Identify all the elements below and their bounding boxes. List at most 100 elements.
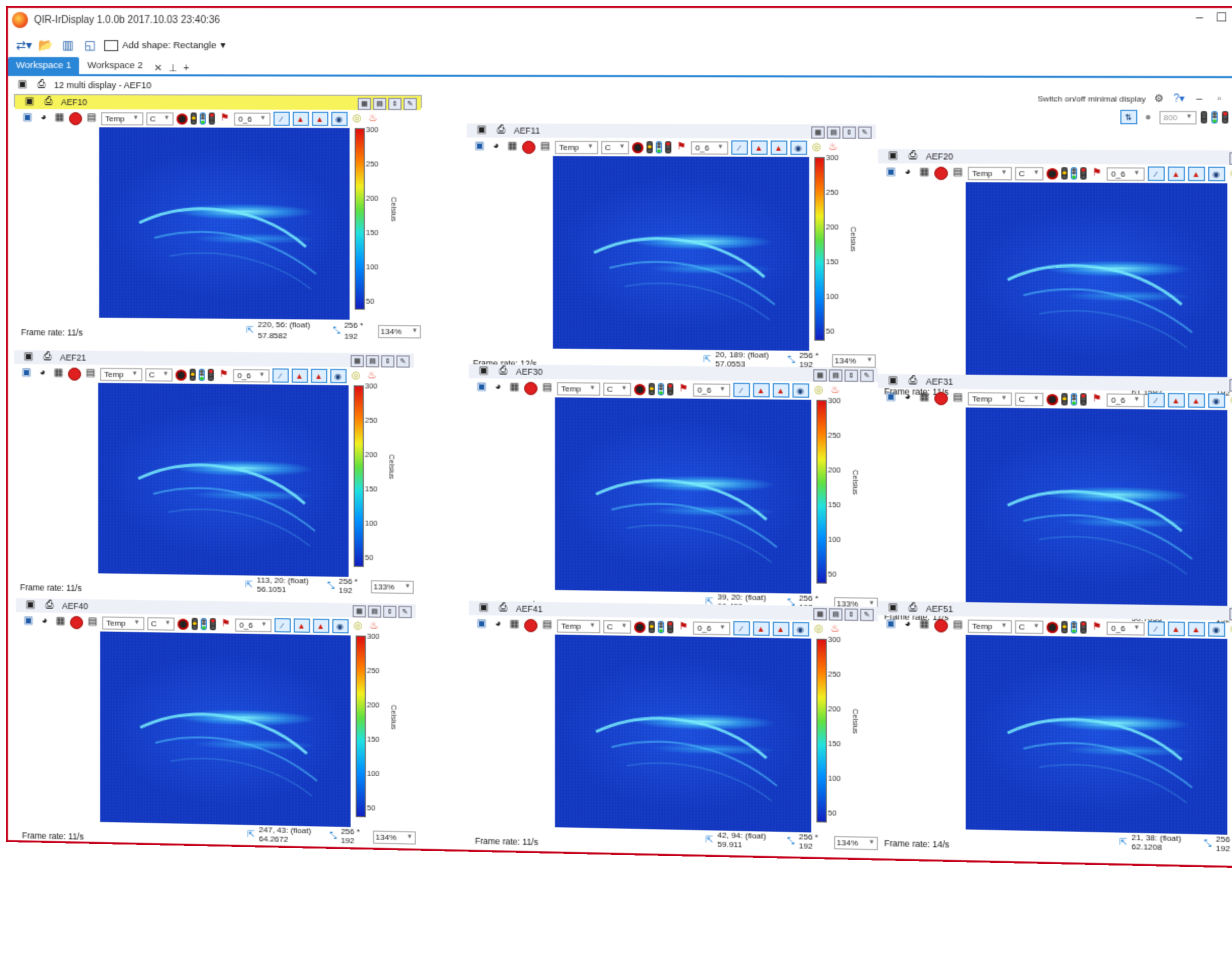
traffic-light-yellow-icon[interactable] [1062,167,1068,179]
traffic-light-yellow-icon[interactable] [1062,393,1068,405]
stop-button[interactable] [634,621,645,632]
scale-button[interactable]: ⁄ [272,368,288,382]
traffic-light-red-icon[interactable] [208,369,214,381]
flag-icon[interactable]: ⚑ [217,368,230,381]
traffic-light-green-icon[interactable] [201,618,207,630]
grid-icon[interactable]: ▦ [52,367,65,380]
traffic-light-green-icon[interactable] [658,383,664,395]
tab-workspace-1[interactable]: Workspace 1 [8,57,79,74]
mode-select[interactable]: Temp ▼ [557,619,600,633]
save-icon[interactable]: ▣ [22,351,35,364]
print-icon[interactable]: ⎙ [496,365,509,378]
stop-button[interactable] [1047,621,1059,632]
add-tab-icon[interactable]: + [180,63,192,74]
flag-icon[interactable]: ⚑ [677,383,690,396]
grid-icon[interactable]: ▦ [918,618,932,632]
stop-button[interactable] [1047,393,1059,404]
base-button[interactable]: ▲ [753,383,770,397]
range-select[interactable]: 0_6 ▼ [1107,167,1144,181]
print-icon[interactable]: ⎙ [42,96,55,109]
target-icon[interactable]: ◎ [812,623,826,636]
mode-select[interactable]: Temp ▼ [101,112,143,125]
traffic-light-yellow-icon[interactable] [191,112,197,124]
traffic-light-red-icon[interactable] [1081,167,1087,179]
range-select[interactable]: 0_6 ▼ [691,141,728,154]
unit-select[interactable]: C ▼ [603,382,632,395]
binoculars-icon[interactable]: ◕ [489,140,502,153]
target-icon[interactable]: ◎ [350,112,363,125]
traffic-light-yellow-icon[interactable] [1062,621,1068,633]
thermal-image[interactable] [553,156,809,351]
temp-button[interactable]: ▲ [1188,167,1205,181]
sort-icon[interactable]: ⇕ [845,608,859,620]
print-icon[interactable]: ⎙ [43,599,56,612]
print-icon[interactable]: ⎙ [41,351,54,364]
flag-icon[interactable]: ⚑ [1090,621,1104,635]
record-button[interactable] [70,615,83,628]
eye-button[interactable]: ◉ [332,619,348,633]
scale-button[interactable]: ⁄ [1147,393,1164,408]
traffic-light-yellow-icon[interactable] [649,383,655,395]
sort-icon[interactable]: ⇕ [383,606,396,618]
base-button[interactable]: ▲ [753,621,770,636]
unit-select[interactable]: C ▼ [603,620,632,634]
record-button[interactable] [522,140,535,153]
camera-panel-aef31[interactable]: ▣ ⎙ AEF31 ▦ ▤ ⇕ ✎ ▣ ◕ ▦ ▤ Temp▼ C▼ ⚑ 0_6… [878,374,1232,632]
add-shape-dropdown[interactable]: Add shape: Rectangle ▾ [104,40,225,51]
range-select[interactable]: 0_6 ▼ [233,369,269,382]
camera-panel-aef40[interactable]: ▣ ⎙ AEF40 ▦ ▤ ⇕ ✎ ▣ ◕ ▦ ▤ Temp ▼ C ▼ ⚑ 0_6… [16,598,416,853]
thermal-image[interactable] [966,407,1228,605]
monitor-icon[interactable]: ▤ [539,140,552,153]
save-icon[interactable]: ▣ [23,96,36,109]
range-select[interactable]: 0_6 ▼ [235,618,271,632]
scale-button[interactable]: ⁄ [1147,621,1164,636]
save-as-icon[interactable]: ▣ [20,367,33,380]
unit-select[interactable]: C ▼ [601,140,630,153]
temp-button[interactable]: ▲ [312,112,328,126]
binoculars-icon[interactable]: ◕ [37,112,50,125]
traffic-light-yellow-icon[interactable] [192,618,198,630]
traffic-light-green-icon[interactable] [199,369,205,381]
target-icon[interactable]: ◎ [810,141,824,154]
traffic-light-green-icon[interactable] [1071,167,1077,179]
record-button[interactable] [934,619,948,633]
sort-icon[interactable]: ⇕ [842,126,856,138]
grid-icon[interactable]: ▦ [508,618,521,631]
monitor-icon[interactable]: ▤ [951,619,965,633]
layout-grid-icon[interactable]: ▦ [813,369,827,381]
base-button[interactable]: ▲ [1167,167,1184,181]
grid-icon[interactable]: ▦ [508,381,521,394]
traffic-light-red-icon[interactable] [667,383,673,395]
eye-button[interactable]: ◉ [792,622,809,637]
wrench-icon[interactable]: ✎ [396,355,409,367]
eye-button[interactable]: ◉ [790,141,807,155]
temp-button[interactable]: ▲ [1188,393,1205,408]
print-icon[interactable]: ⎙ [906,375,920,388]
save-as-icon[interactable]: ▣ [473,140,486,153]
thermal-image[interactable] [966,182,1228,379]
grid-icon[interactable]: ▦ [918,391,932,404]
thermal-image[interactable] [555,397,811,593]
binoculars-icon[interactable]: ◕ [38,615,51,628]
save-as-icon[interactable]: ▣ [884,166,898,179]
tab-workspace-2[interactable]: Workspace 2 [79,57,151,74]
save-icon[interactable]: ▣ [16,79,29,92]
palette-icon[interactable]: ▤ [829,369,843,381]
record-button[interactable] [524,618,537,631]
target-icon[interactable]: ◎ [1228,167,1232,180]
thermal-image[interactable] [99,127,349,319]
mode-select[interactable]: Temp ▼ [555,140,598,153]
layout-grid-icon[interactable]: ▦ [353,605,366,617]
monitor-icon[interactable]: ▤ [541,381,554,394]
binoculars-icon[interactable]: ◕ [901,391,915,404]
binoculars-icon[interactable]: ◕ [901,618,915,632]
zoom-select[interactable]: 134% ▼ [832,354,876,368]
thermal-image[interactable] [98,383,348,577]
minimize-icon[interactable]: – [1196,10,1203,24]
eye-button[interactable]: ◉ [330,369,346,383]
traffic-light-green-icon[interactable] [1071,393,1077,405]
flag-icon[interactable]: ⚑ [1090,167,1104,180]
wrench-icon[interactable]: ✎ [860,609,874,621]
thermal-image[interactable] [100,631,350,827]
wrench-icon[interactable]: ✎ [398,606,411,618]
